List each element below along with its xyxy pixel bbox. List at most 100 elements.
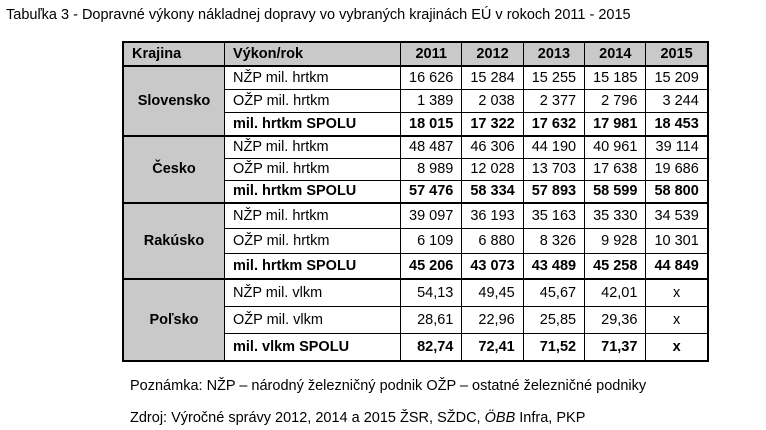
metric-cell: OŽP mil. hrtkm [224,228,401,254]
table-row: Česko NŽP mil. hrtkm 48 487 46 306 44 19… [122,135,709,204]
value-cell: 46 306 [461,135,524,159]
source-italic: ÖBB [484,410,516,426]
metric-cell-total: mil. vlkm SPOLU [224,333,401,362]
value-cell: 22,96 [461,306,524,334]
value-cell: 45,67 [522,278,586,307]
value-cell: 58 800 [645,180,709,204]
value-cell: 12 028 [461,158,524,181]
value-cell: 10 301 [645,228,709,254]
value-cell: 15 284 [461,65,524,90]
value-cell: 18 015 [399,112,463,137]
value-cell: 54,13 [399,278,463,307]
country-cell-rakusko: Rakúsko [122,202,225,280]
header-year-2015: 2015 [645,41,709,67]
table-row-total: mil. vlkm SPOLU 82,74 72,41 71,52 71,37 … [123,333,709,362]
value-cell: 17 632 [522,112,586,137]
table-header-row: Krajina Výkon/rok 2011 2012 2013 2014 20… [122,41,709,67]
value-cell: 57 893 [522,180,586,204]
value-cell: 45 258 [584,253,647,280]
header-country: Krajina [122,41,225,67]
table-row: OŽP mil. vlkm 28,61 22,96 25,85 29,36 x [123,306,709,334]
value-cell: 28,61 [399,306,463,334]
value-cell: 39 097 [399,202,463,229]
value-cell: 17 638 [584,158,647,181]
value-cell: 35 330 [584,202,647,229]
value-cell: 36 193 [461,202,524,229]
value-cell: x [645,278,709,307]
value-cell: 6 880 [461,228,524,254]
value-cell: 44 849 [645,253,709,280]
value-cell: 57 476 [399,180,463,204]
metric-cell-total: mil. hrtkm SPOLU [224,253,401,280]
header-year-2011: 2011 [399,41,463,67]
header-year-2014: 2014 [584,41,647,67]
value-cell: 82,74 [399,333,463,362]
value-cell: 16 626 [399,65,463,90]
metric-cell: NŽP mil. hrtkm [224,135,401,159]
value-cell: 17 322 [461,112,524,137]
header-metric: Výkon/rok [224,41,401,67]
value-cell: 45 206 [399,253,463,280]
value-cell: 13 703 [522,158,586,181]
table-row: OŽP mil. hrtkm 6 109 6 880 8 326 9 928 1… [123,228,709,254]
value-cell: 6 109 [399,228,463,254]
metric-cell: NŽP mil. hrtkm [224,202,401,229]
table-row: OŽP mil. hrtkm 1 389 2 038 2 377 2 796 3… [123,89,709,113]
value-cell: 34 539 [645,202,709,229]
value-cell: 2 377 [522,89,586,113]
value-cell: 15 185 [584,65,647,90]
header-year-2013: 2013 [522,41,586,67]
value-cell: 1 389 [399,89,463,113]
value-cell: 9 928 [584,228,647,254]
value-cell: 17 981 [584,112,647,137]
value-cell: 72,41 [461,333,524,362]
value-cell: 42,01 [584,278,647,307]
value-cell: 71,52 [522,333,586,362]
value-cell: 35 163 [522,202,586,229]
source-prefix: Zdroj: Výročné správy 2012, 2014 a 2015 … [130,410,485,426]
value-cell: 49,45 [461,278,524,307]
value-cell: 48 487 [399,135,463,159]
value-cell: 25,85 [522,306,586,334]
table-row: Slovensko NŽP mil. hrtkm 16 626 15 284 1… [122,65,709,137]
value-cell: 2 796 [584,89,647,113]
value-cell: 40 961 [584,135,647,159]
source-suffix: Infra, PKP [515,410,586,426]
metric-cell-total: mil. hrtkm SPOLU [224,112,401,137]
table-row: Poľsko NŽP mil. vlkm 54,13 49,45 45,67 4… [122,278,709,362]
value-cell: 39 114 [645,135,709,159]
value-cell: 44 190 [522,135,586,159]
metric-cell: OŽP mil. hrtkm [224,89,401,113]
value-cell: x [645,333,709,362]
table-row-total: mil. hrtkm SPOLU 45 206 43 073 43 489 45… [123,253,709,280]
metric-cell: OŽP mil. vlkm [224,306,401,334]
value-cell: 43 489 [522,253,586,280]
value-cell: 19 686 [645,158,709,181]
value-cell: x [645,306,709,334]
country-cell-slovensko: Slovensko [122,65,225,137]
value-cell: 58 334 [461,180,524,204]
table-row-total: mil. hrtkm SPOLU 18 015 17 322 17 632 17… [123,112,709,137]
value-cell: 2 038 [461,89,524,113]
value-cell: 8 989 [399,158,463,181]
metric-cell: NŽP mil. hrtkm [224,65,401,90]
table-row: Rakúsko NŽP mil. hrtkm 39 097 36 193 35 … [122,202,709,280]
value-cell: 58 599 [584,180,647,204]
table-caption: Tabuľka 3 - Dopravné výkony nákladnej do… [6,7,631,23]
country-cell-polsko: Poľsko [122,278,225,362]
table-note: Poznámka: NŽP – národný železničný podni… [130,378,647,394]
metric-cell-total: mil. hrtkm SPOLU [224,180,401,204]
value-cell: 15 255 [522,65,586,90]
metric-cell: OŽP mil. hrtkm [224,158,401,181]
value-cell: 8 326 [522,228,586,254]
freight-transport-table: Krajina Výkon/rok 2011 2012 2013 2014 20… [122,41,709,362]
value-cell: 15 209 [645,65,709,90]
country-cell-cesko: Česko [122,135,225,204]
value-cell: 29,36 [584,306,647,334]
table-row: OŽP mil. hrtkm 8 989 12 028 13 703 17 63… [123,158,709,181]
value-cell: 3 244 [645,89,709,113]
value-cell: 71,37 [584,333,647,362]
table-source: Zdroj: Výročné správy 2012, 2014 a 2015 … [130,410,585,426]
metric-cell: NŽP mil. vlkm [224,278,401,307]
value-cell: 43 073 [461,253,524,280]
